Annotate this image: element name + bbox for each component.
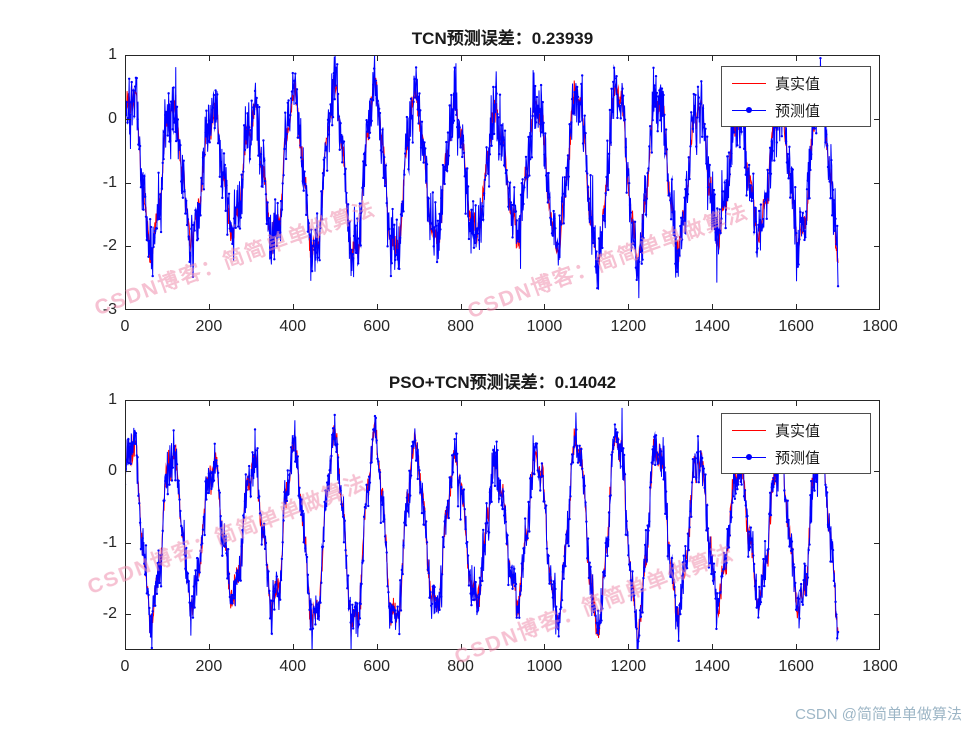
y-tick-label: -3 <box>102 301 117 318</box>
y-tick-label: -2 <box>102 237 117 255</box>
x-tick-label: 200 <box>195 658 223 675</box>
legend-label-actual: 真实值 <box>775 75 821 93</box>
x-tick-label: 200 <box>195 318 223 335</box>
x-tick-label: 800 <box>447 318 474 335</box>
y-tick-label: 0 <box>108 462 117 480</box>
red-line-icon <box>732 429 766 431</box>
legend-entry-predicted: 预测值 <box>732 101 860 120</box>
x-tick-label: 400 <box>279 318 307 335</box>
x-tick-label: 1800 <box>862 658 898 675</box>
x-tick-label: 600 <box>363 658 390 675</box>
x-tick-label: 0 <box>120 658 130 675</box>
x-tick-label: 600 <box>363 318 390 335</box>
x-tick-label: 0 <box>120 318 130 335</box>
legend-label-predicted: 预测值 <box>775 449 821 467</box>
x-tick-label: 1000 <box>526 658 563 675</box>
red-line-icon <box>732 82 766 84</box>
y-tick-label: -2 <box>102 605 117 623</box>
x-tick-label: 1600 <box>778 318 814 335</box>
tcn-plot-title: TCN预测误差：0.23939 <box>411 29 594 48</box>
csdn-credit: CSDN @简简单单做算法 <box>795 706 962 723</box>
pso-tcn-legend: 真实值 预测值 <box>721 413 871 474</box>
y-tick-label: 1 <box>108 391 117 408</box>
x-tick-label: 800 <box>447 658 474 675</box>
legend-label-predicted: 预测值 <box>775 102 821 120</box>
legend-entry-actual: 真实值 <box>732 74 860 93</box>
legend-label-actual: 真实值 <box>775 422 821 440</box>
legend-entry-predicted: 预测值 <box>732 448 860 467</box>
x-tick-label: 1400 <box>694 318 731 335</box>
y-tick-label: 0 <box>108 109 117 127</box>
y-tick-label: 1 <box>108 46 117 63</box>
legend-entry-actual: 真实值 <box>732 421 860 440</box>
x-tick-label: 1200 <box>610 318 647 335</box>
blue-line-dot-icon <box>732 106 766 113</box>
y-tick-label: -1 <box>102 533 117 551</box>
x-tick-label: 1200 <box>610 658 647 675</box>
pso-tcn-plot-title: PSO+TCN预测误差：0.14042 <box>388 373 617 392</box>
x-tick-label: 400 <box>279 658 307 675</box>
x-tick-label: 1000 <box>526 318 563 335</box>
x-tick-label: 1600 <box>778 658 814 675</box>
y-tick-label: -1 <box>102 173 117 191</box>
x-tick-label: 1800 <box>862 318 898 335</box>
blue-line-dot-icon <box>732 453 766 460</box>
x-tick-label: 1400 <box>694 658 731 675</box>
tcn-legend: 真实值 预测值 <box>721 66 871 127</box>
